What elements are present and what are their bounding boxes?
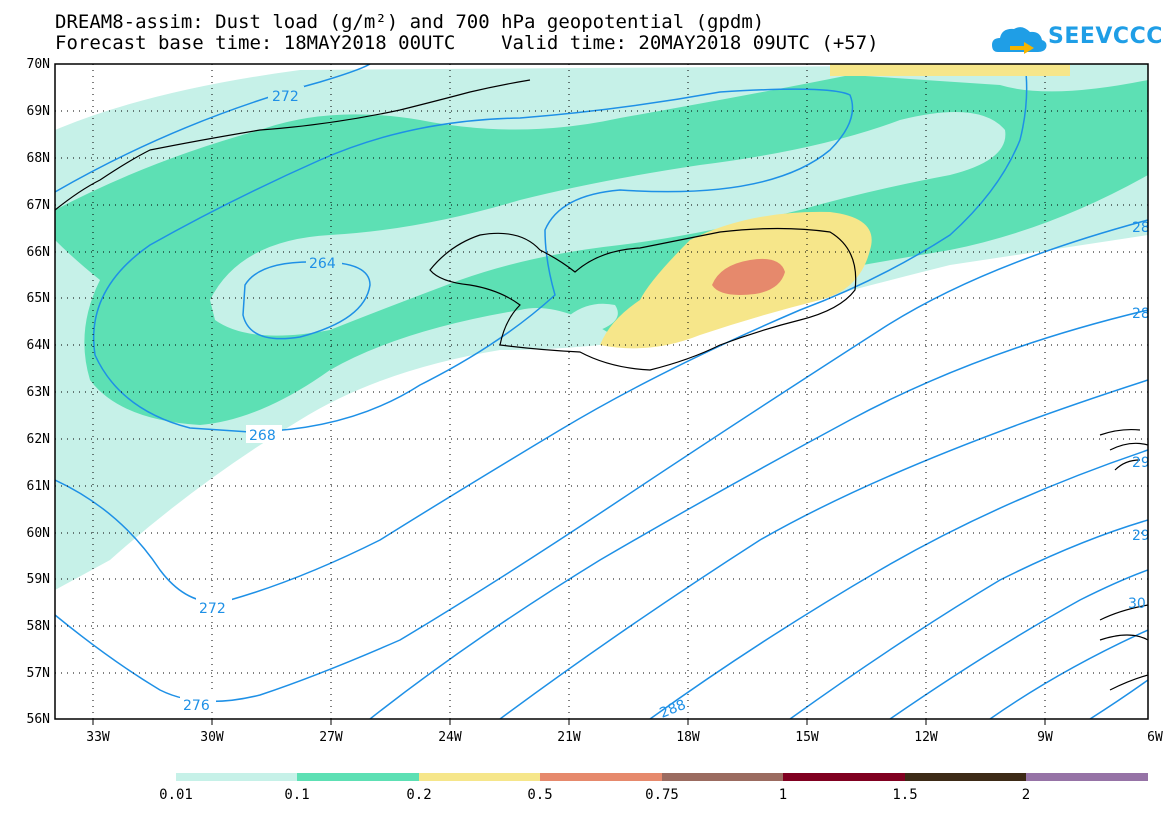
colorbar-swatch-1: [176, 773, 297, 781]
lon-label: 6W: [1147, 730, 1163, 745]
colorbar-swatch-5: [662, 773, 783, 781]
dust-shade-top-strip: [830, 64, 1070, 76]
dust-shade-0.01-inner: [210, 112, 1006, 336]
contour-label: 28: [1132, 306, 1150, 322]
cloud-logo-icon: [992, 27, 1047, 54]
colorbar-label: 0.75: [645, 787, 679, 803]
lat-label: 65N: [26, 291, 50, 306]
gridlines: [55, 64, 1148, 719]
contour-label-group: 272 264 268 272 276 288 28 28 29 29 30: [180, 86, 1150, 719]
contour-label: 272: [199, 601, 226, 617]
coastlines: [55, 79, 1148, 691]
colorbar-label: 0.1: [284, 787, 310, 803]
contour-label: 29: [1132, 455, 1150, 471]
lon-label: 18W: [676, 730, 700, 745]
dust-shade-pocket: [570, 303, 618, 330]
lon-label: 30W: [200, 730, 224, 745]
contour-label: 264: [309, 256, 336, 272]
colorbar-label: 0.5: [527, 787, 553, 803]
dust-shade-0.5: [712, 258, 785, 295]
lat-label: 57N: [26, 666, 50, 681]
contour-label: 30: [1128, 596, 1146, 612]
map-subtitle: Forecast base time: 18MAY2018 00UTC Vali…: [55, 32, 879, 54]
colorbar-swatch-6: [783, 773, 905, 781]
lon-label: 27W: [319, 730, 343, 745]
colorbar-label: 2: [1021, 787, 1031, 803]
lon-label: 21W: [557, 730, 581, 745]
colorbar-swatch-7: [905, 773, 1026, 781]
contour-label: 268: [249, 428, 276, 444]
lat-label: 62N: [26, 432, 50, 447]
contour-label: 29: [1132, 528, 1150, 544]
lat-label: 69N: [26, 104, 50, 119]
lon-label: 33W: [86, 730, 110, 745]
map-title: DREAM8-assim: Dust load (g/m²) and 700 h…: [55, 11, 765, 33]
lat-label: 70N: [26, 57, 50, 72]
contour-label: 272: [272, 89, 299, 105]
colorbar-swatch-2: [297, 773, 419, 781]
lat-label: 63N: [26, 385, 50, 400]
lat-label: 59N: [26, 572, 50, 587]
lon-label: 9W: [1037, 730, 1053, 745]
colorbar-swatch-4: [540, 773, 662, 781]
lat-label: 58N: [26, 619, 50, 634]
contour-label: 276: [183, 698, 210, 714]
geopotential-contours: [55, 64, 1148, 719]
axis-ticks: [92, 719, 1046, 725]
logo-text: SEEVCCC: [1048, 24, 1163, 49]
colorbar-swatch-8: [1026, 773, 1148, 781]
lat-label: 60N: [26, 526, 50, 541]
colorbar-label: 0.2: [406, 787, 432, 803]
lat-label: 56N: [26, 712, 50, 727]
colorbar-label: 1: [778, 787, 788, 803]
lon-label: 15W: [795, 730, 819, 745]
lat-label: 66N: [26, 245, 50, 260]
map-frame: [54, 63, 1149, 720]
colorbar-label: 0.01: [159, 787, 193, 803]
lat-label: 61N: [26, 479, 50, 494]
colorbar-swatch-3: [419, 773, 540, 781]
lat-label: 64N: [26, 338, 50, 353]
lat-label: 68N: [26, 151, 50, 166]
lon-label: 24W: [438, 730, 462, 745]
lon-label: 12W: [914, 730, 938, 745]
lat-label: 67N: [26, 198, 50, 213]
contour-label: 28: [1132, 220, 1150, 236]
colorbar-label: 1.5: [892, 787, 918, 803]
